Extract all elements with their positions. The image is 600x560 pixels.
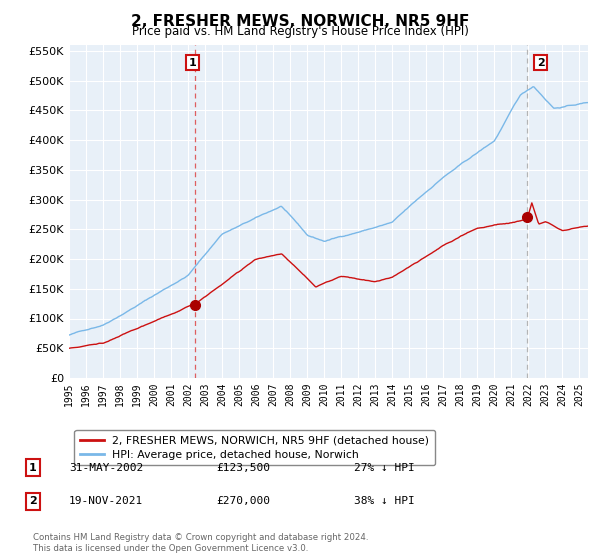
Text: £123,500: £123,500 (216, 463, 270, 473)
Text: Contains HM Land Registry data © Crown copyright and database right 2024.
This d: Contains HM Land Registry data © Crown c… (33, 533, 368, 553)
Text: 38% ↓ HPI: 38% ↓ HPI (354, 496, 415, 506)
Text: 2: 2 (537, 58, 545, 68)
Text: 1: 1 (29, 463, 37, 473)
Text: £270,000: £270,000 (216, 496, 270, 506)
Text: 2: 2 (29, 496, 37, 506)
Text: 19-NOV-2021: 19-NOV-2021 (69, 496, 143, 506)
Text: 2, FRESHER MEWS, NORWICH, NR5 9HF: 2, FRESHER MEWS, NORWICH, NR5 9HF (131, 14, 469, 29)
Text: 27% ↓ HPI: 27% ↓ HPI (354, 463, 415, 473)
Text: Price paid vs. HM Land Registry's House Price Index (HPI): Price paid vs. HM Land Registry's House … (131, 25, 469, 38)
Text: 1: 1 (189, 58, 197, 68)
Legend: 2, FRESHER MEWS, NORWICH, NR5 9HF (detached house), HPI: Average price, detached: 2, FRESHER MEWS, NORWICH, NR5 9HF (detac… (74, 430, 435, 465)
Text: 31-MAY-2002: 31-MAY-2002 (69, 463, 143, 473)
